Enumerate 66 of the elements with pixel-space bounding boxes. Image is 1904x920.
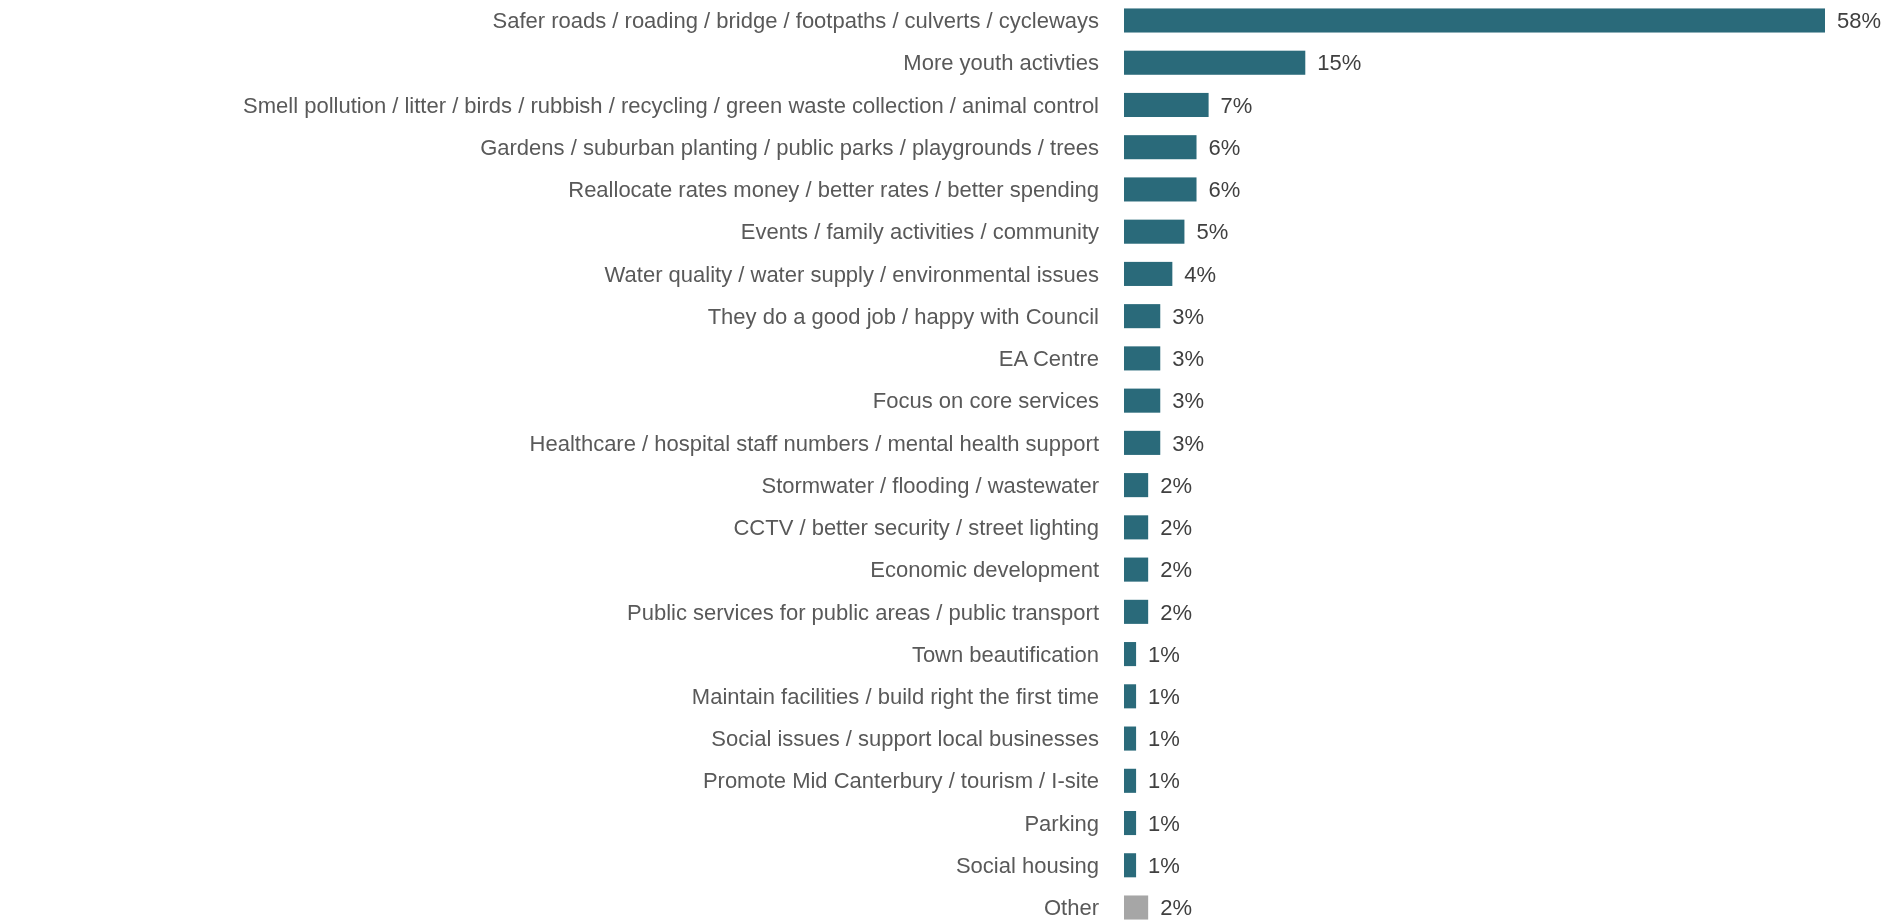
- bar: [1124, 388, 1161, 413]
- y-tick-label: Focus on core services: [872, 388, 1099, 414]
- data-label: 3%: [1172, 303, 1205, 329]
- data-label: 2%: [1160, 895, 1192, 920]
- y-tick-label: Other: [1043, 895, 1099, 920]
- y-tick-label: Parking: [1024, 810, 1099, 836]
- bar: [1124, 811, 1137, 836]
- y-tick-label: More youth activties: [903, 50, 1099, 76]
- data-label: 3%: [1172, 388, 1205, 414]
- data-label: 2%: [1160, 557, 1192, 583]
- data-label: 1%: [1148, 726, 1180, 752]
- data-label: 7%: [1220, 92, 1253, 118]
- bar: [1124, 430, 1161, 455]
- data-label: 3%: [1172, 430, 1205, 456]
- data-label: 2%: [1160, 515, 1192, 541]
- y-tick-label: Reallocate rates money / better rates / better spending: [568, 177, 1099, 203]
- data-label: 2%: [1160, 472, 1192, 498]
- bar: [1124, 515, 1149, 540]
- bar: [1124, 557, 1149, 582]
- y-tick-label: Social issues / support local businesses: [711, 726, 1099, 752]
- data-label: 6%: [1208, 134, 1241, 160]
- y-tick-label: CCTV / better security / street lighting: [733, 515, 1099, 541]
- y-tick-label: Water quality / water supply / environmental issues: [604, 261, 1099, 287]
- bar: [1124, 853, 1137, 878]
- bar: [1124, 8, 1825, 33]
- data-label: 6%: [1208, 177, 1241, 203]
- data-label: 5%: [1196, 219, 1229, 245]
- bar: [1124, 473, 1149, 498]
- data-label: 1%: [1148, 810, 1180, 836]
- bar: [1124, 346, 1161, 371]
- bar: [1124, 599, 1149, 624]
- bar: [1124, 92, 1209, 117]
- data-label: 15%: [1317, 50, 1362, 76]
- y-tick-label: Events / family activities / community: [740, 219, 1099, 245]
- bar: [1124, 261, 1173, 286]
- bar: [1124, 642, 1137, 667]
- y-tick-label: Town beautification: [911, 641, 1099, 667]
- y-tick-label: Gardens / suburban planting / public parks / playgrounds / trees: [480, 134, 1099, 160]
- y-tick-label: Stormwater / flooding / wastewater: [761, 472, 1099, 498]
- y-tick-label: Promote Mid Canterbury / tourism / I-site: [702, 768, 1099, 794]
- bar: [1124, 726, 1137, 751]
- data-label: 4%: [1184, 261, 1217, 287]
- data-label: 58%: [1837, 8, 1882, 34]
- y-tick-label: EA Centre: [998, 346, 1099, 372]
- bar: [1124, 50, 1306, 75]
- bar: [1124, 895, 1149, 920]
- data-label: 2%: [1160, 599, 1192, 625]
- bar: [1124, 219, 1185, 244]
- y-tick-label: Economic development: [870, 557, 1099, 583]
- data-label: 1%: [1148, 684, 1180, 710]
- y-tick-label: Healthcare / hospital staff numbers / mental health support: [529, 430, 1099, 456]
- bar: [1124, 768, 1137, 793]
- y-tick-label: Maintain facilities / build right the first time: [691, 684, 1099, 710]
- y-tick-label: Smell pollution / litter / birds / rubbish / recycling / green waste collection / animal control: [243, 92, 1099, 118]
- y-tick-label: They do a good job / happy with Council: [707, 303, 1099, 329]
- bar: [1124, 135, 1197, 160]
- bar: [1124, 177, 1197, 202]
- data-label: 1%: [1148, 641, 1180, 667]
- y-tick-label: Public services for public areas / public transport: [627, 599, 1099, 625]
- data-label: 3%: [1172, 346, 1205, 372]
- bar: [1124, 684, 1137, 709]
- data-label: 1%: [1148, 768, 1180, 794]
- data-label: 1%: [1148, 852, 1180, 878]
- y-tick-label: Safer roads / roading / bridge / footpaths / culverts / cycleways: [492, 8, 1099, 34]
- bar: [1124, 304, 1161, 329]
- y-tick-label: Social housing: [955, 852, 1099, 878]
